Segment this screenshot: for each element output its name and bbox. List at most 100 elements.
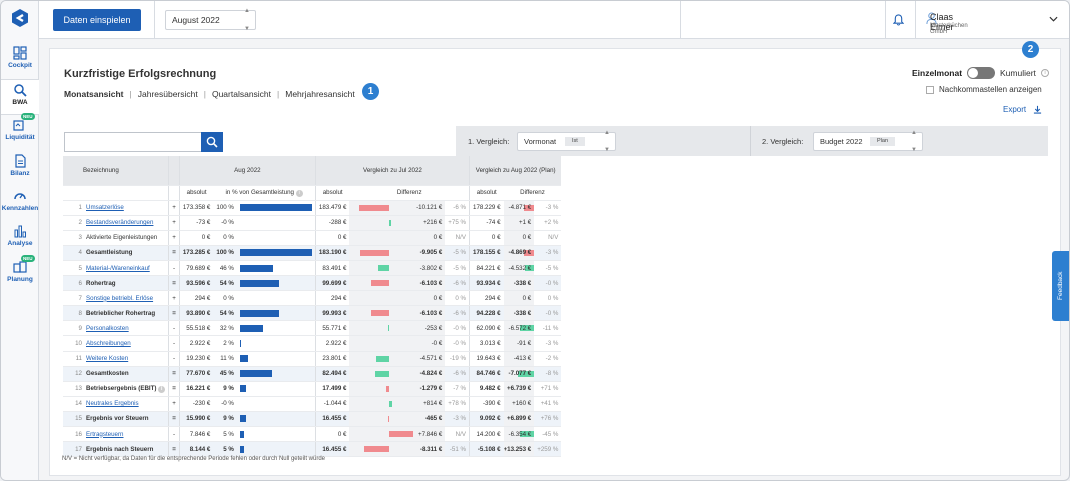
search-input[interactable] (64, 132, 202, 152)
download-icon[interactable] (1033, 105, 1042, 114)
cell-diffpct-cmp1: -5 % (445, 245, 470, 261)
cell-pct: 2 % (213, 335, 237, 352)
feedback-tab[interactable]: Feedback (1052, 251, 1069, 321)
cell-diffpct-cmp1: -6 % (445, 305, 470, 322)
cell-abs: 55.518 € (178, 320, 214, 337)
row-label: 9 Personalkosten (63, 320, 169, 337)
period-select[interactable]: August 2022 ▲ ▼ (165, 8, 256, 32)
cell-abs: 173.358 € (178, 200, 214, 216)
bar-chart-icon (14, 225, 26, 238)
user-avatar-icon[interactable] (926, 12, 937, 25)
row-label: 12 Gesamtkosten (63, 366, 169, 382)
tab-quartalsansicht[interactable]: Quartalsansicht (211, 89, 272, 99)
sidebar-item-planung[interactable]: Planung NEU (1, 255, 39, 293)
cell-diff-bar-cmp1 (349, 351, 414, 367)
tab-monatsansicht[interactable]: Monatsansicht (64, 89, 124, 99)
sidebar-item-analyse[interactable]: Analyse (1, 221, 39, 257)
search-button[interactable] (201, 132, 223, 152)
cell-pct-bar (236, 245, 316, 261)
info-icon[interactable]: i (158, 385, 166, 393)
info-icon[interactable]: i (1041, 69, 1049, 77)
user-name[interactable]: Claas Eimer (930, 12, 954, 32)
bwa-search-icon (14, 84, 27, 97)
cell-diffpct-cmp2: -45 % (534, 426, 562, 443)
diff-bar (387, 415, 390, 422)
sidebar-item-kennzahlen[interactable]: Kennzahlen (1, 186, 39, 222)
row-name[interactable]: Abschreibungen (86, 339, 131, 347)
tab-mehrjahresansicht[interactable]: Mehrjahresansicht (285, 89, 355, 99)
row-name[interactable]: Weitere Kosten (86, 355, 129, 363)
cell-diff-bar-cmp1 (349, 230, 414, 246)
diff-bar (523, 249, 535, 256)
cell-diff-bar-cmp1 (349, 366, 414, 382)
cell-diffpct-cmp2: +41 % (534, 396, 562, 412)
row-operator: = (168, 441, 180, 458)
cell-diff-cmp1: -10.121 € (413, 200, 446, 216)
view-tabs: Monatsansicht | Jahresübersicht | Quartalsan… (64, 89, 355, 99)
cell-pct: 9 % (213, 381, 237, 397)
row-number: 6 (78, 279, 82, 287)
cell-pct: 54 % (213, 275, 237, 292)
row-number: 2 (78, 219, 82, 227)
gauge-icon (14, 193, 26, 200)
compare1-select[interactable]: Vormonat Ist ▲ ▼ (517, 130, 616, 153)
decimals-checkbox[interactable] (926, 86, 934, 94)
chevron-down-icon[interactable] (1049, 16, 1058, 22)
sidebar-item-bilanz[interactable]: Bilanz (1, 151, 39, 187)
col-header-cmp1: Vergleich zu Jul 2022 (314, 156, 470, 186)
cell-diffpct-cmp2: -0 % (534, 275, 562, 292)
cell-diff-cmp2: -7.077 € (503, 366, 535, 382)
row-number: ▶14 (75, 400, 82, 408)
diff-bar (389, 400, 392, 407)
cell-pct-bar (236, 411, 316, 428)
row-operator: + (168, 396, 180, 412)
row-label: 10 Abschreibungen (63, 335, 169, 352)
compare1-label: 1. Vergleich: (468, 137, 510, 146)
period-value: August 2022 (172, 15, 220, 25)
row-name[interactable]: Neutrales Ergebnis (86, 400, 139, 408)
pct-bar (239, 309, 279, 317)
export-link[interactable]: Export (1003, 105, 1027, 114)
row-name: Ergebnis vor Steuern (86, 415, 149, 423)
row-operator: - (168, 260, 180, 277)
page-title: Kurzfristige Erfolgsrechnung (64, 68, 217, 80)
sidebar-item-cockpit[interactable]: Cockpit (1, 43, 39, 79)
topbar: Daten einspielen August 2022 ▲ ▼ Claas Ei… (39, 1, 1069, 39)
row-name: Aktivierte Eigenleistungen (86, 234, 158, 242)
compare2-label: 2. Vergleich: (762, 137, 804, 146)
row-name[interactable]: Umsatzerlöse (86, 204, 124, 212)
row-name[interactable]: Ertragsteuern (86, 430, 124, 438)
import-data-button[interactable]: Daten einspielen (53, 9, 141, 31)
cell-diffpct-cmp2: -8 % (534, 366, 562, 382)
sidebar-item-bwa[interactable]: BWA (1, 79, 39, 115)
select-caret-icon: ▲ ▼ (604, 129, 610, 153)
cell-diffpct-cmp1: -0 % (445, 335, 470, 352)
cell-diffpct-cmp1: -6 % (445, 200, 470, 216)
row-name[interactable]: Sonstige betriebl. Erlöse (86, 294, 154, 302)
info-icon[interactable]: i (295, 189, 303, 197)
cell-diffpct-cmp1: +78 % (445, 396, 470, 412)
pct-bar (239, 264, 274, 272)
cell-diffpct-cmp2: -2 % (534, 351, 562, 367)
row-name[interactable]: Personalkosten (86, 324, 129, 332)
row-name[interactable]: Bestandsveränderungen (86, 219, 154, 227)
cell-abs-cmp2: 9.092 € (468, 411, 504, 428)
cumulative-toggle[interactable] (967, 67, 995, 79)
sidebar-item-liquidität[interactable]: Liquidität NEU (1, 113, 39, 151)
row-label: 4 Gesamtleistung (63, 245, 169, 261)
row-name: Ergebnis nach Steuern (86, 445, 154, 453)
diff-bar (518, 370, 535, 377)
compare2-select[interactable]: Budget 2022 Plan ▲ ▼ (813, 130, 923, 153)
cell-abs-cmp2: 19.643 € (468, 351, 504, 367)
cell-pct-bar (236, 200, 316, 216)
divider (885, 1, 886, 39)
cell-pct: 100 % (213, 245, 237, 261)
row-label: 5 Material-/Wareneinkauf (63, 260, 169, 277)
tab-jahresuebersicht[interactable]: Jahresübersicht (137, 89, 198, 99)
bell-icon[interactable] (893, 14, 904, 26)
table-row: 16 Ertragsteuern -7.846 €5 % 0 € +7.846 € N/V… (63, 426, 562, 443)
cell-abs-cmp2: -74 € (468, 215, 504, 231)
row-number: 7 (78, 294, 82, 302)
row-name[interactable]: Material-/Wareneinkauf (86, 264, 150, 272)
diff-bar (389, 431, 414, 438)
